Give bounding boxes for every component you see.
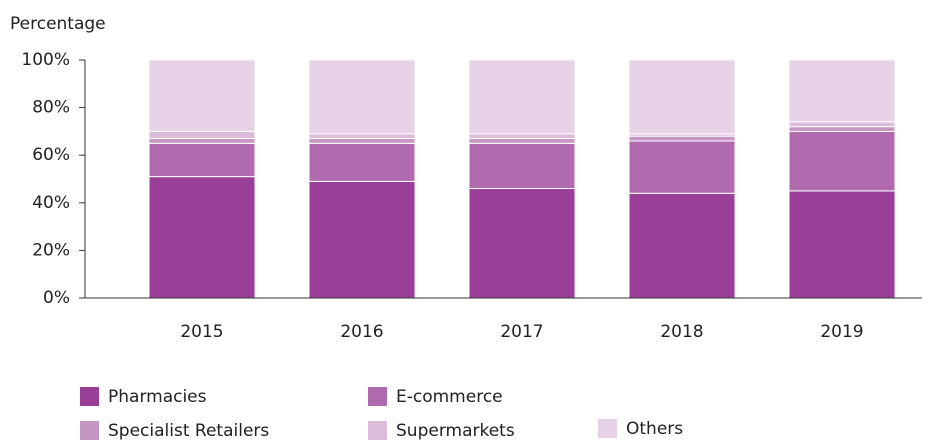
x-tick-label: 2016 [340, 322, 383, 342]
x-tick-label: 2019 [820, 322, 863, 342]
legend-swatch [368, 421, 387, 440]
x-tick-label: 2015 [180, 322, 223, 342]
bar-segment [628, 140, 736, 194]
legend-label: Others [626, 419, 683, 439]
bar-segment [788, 121, 896, 128]
legend-label: Specialist Retailers [108, 421, 269, 441]
legend-swatch [598, 419, 617, 438]
bar-segment [148, 59, 256, 132]
bar-segment [628, 59, 736, 135]
y-tick-label: 40% [32, 193, 70, 213]
bar-segment [308, 133, 416, 140]
bar-segment [788, 59, 896, 123]
bar-segment [468, 138, 576, 144]
y-tick-label: 20% [32, 240, 70, 260]
bar-segment [308, 142, 416, 182]
legend-swatch [80, 421, 99, 440]
bar-segment [468, 59, 576, 135]
y-tick-label: 80% [32, 98, 70, 118]
x-tick-label: 2018 [660, 322, 703, 342]
bar-segment [148, 138, 256, 144]
bar-segment [628, 135, 736, 142]
bar-segment [468, 188, 576, 299]
y-axis-label: Percentage [10, 14, 106, 34]
y-tick-label: 100% [21, 50, 70, 70]
legend-label: Supermarkets [396, 421, 515, 441]
legend-label: E-commerce [396, 387, 503, 407]
bar-segment [308, 59, 416, 135]
bar-segment [468, 142, 576, 190]
legend-swatch [368, 387, 387, 406]
bar-segment [788, 130, 896, 192]
bar-segment [148, 176, 256, 299]
y-tick-label: 60% [32, 145, 70, 165]
bar-segment [788, 190, 896, 299]
legend-swatch [80, 387, 99, 406]
bar-segment [628, 192, 736, 299]
bar-segment [148, 130, 256, 140]
legend-label: Pharmacies [108, 387, 207, 407]
y-tick-label: 0% [43, 288, 70, 308]
bar-segment [308, 180, 416, 299]
bar-segment [308, 138, 416, 144]
bar-segment [148, 142, 256, 178]
bar-segment [468, 133, 576, 140]
bar-segment [788, 126, 896, 132]
x-tick-label: 2017 [500, 322, 543, 342]
